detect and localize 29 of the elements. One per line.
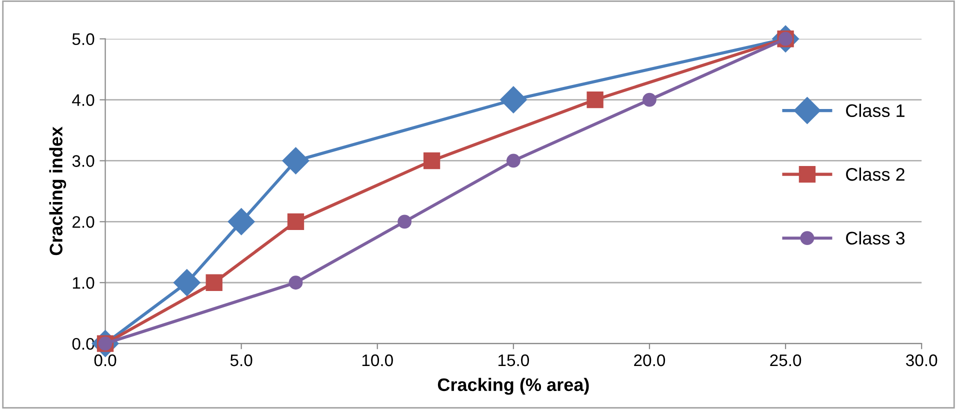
- y-axis-title: Cracking index: [49, 126, 66, 256]
- y-tick-label: 5.0: [72, 33, 94, 46]
- point: [642, 92, 656, 107]
- point: [586, 91, 604, 108]
- point: [500, 86, 527, 114]
- legend-label: Class 1: [846, 104, 904, 118]
- x-axis-title: Cracking (% area): [438, 378, 589, 395]
- x-tick-label: 20.0: [634, 354, 666, 366]
- x-tick-label: 25.0: [770, 354, 802, 366]
- point: [228, 208, 255, 236]
- point: [287, 213, 304, 230]
- legend-label: Class 3: [846, 231, 905, 245]
- point: [398, 214, 412, 229]
- y-tick-label: 3.0: [72, 155, 94, 167]
- y-tick-label: 4.0: [72, 94, 94, 106]
- point: [173, 269, 200, 296]
- x-tick-label: 15.0: [498, 354, 529, 366]
- point: [206, 274, 222, 291]
- x-tick-label: 0.0: [94, 354, 116, 366]
- y-tick-label: 2.0: [72, 216, 94, 228]
- y-tick-label: 1.0: [72, 277, 94, 289]
- x-tick-label: 5.0: [230, 354, 252, 366]
- point: [423, 152, 440, 170]
- point: [282, 147, 310, 174]
- legend-label: Class 2: [846, 168, 904, 181]
- x-tick-label: 30.0: [906, 354, 938, 366]
- point: [288, 276, 303, 290]
- x-tick-label: 10.0: [362, 354, 393, 366]
- point: [506, 154, 520, 168]
